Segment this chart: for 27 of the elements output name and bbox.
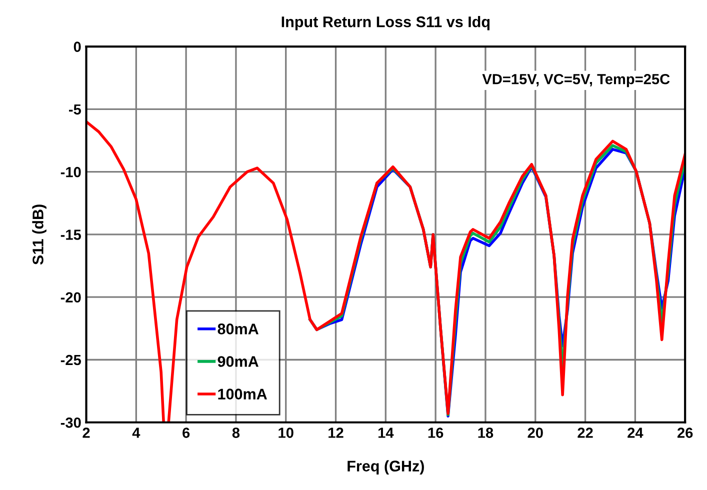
x-tick-label: 20 <box>528 428 543 438</box>
x-tick-label: 4 <box>132 428 140 438</box>
y-tick-label: -25 <box>60 354 81 366</box>
y-tick-label: -10 <box>60 166 81 178</box>
legend-label: 80mA <box>218 324 258 334</box>
y-tick-label: -5 <box>68 104 81 115</box>
chart-title: Input Return Loss S11 vs Idq <box>282 16 490 30</box>
x-axis-title: Freq (GHz) <box>348 460 424 475</box>
y-tick-label: -20 <box>60 292 81 303</box>
y-axis-title: S11 (dB) <box>32 204 46 265</box>
x-tick-label: 16 <box>428 428 444 438</box>
x-tick-label: 2 <box>82 428 90 438</box>
x-tick-label: 14 <box>378 428 394 438</box>
x-tick-label: 26 <box>677 428 693 438</box>
x-tick-label: 24 <box>628 428 644 438</box>
x-tick-label: 10 <box>278 428 294 438</box>
x-tick-label: 6 <box>182 428 190 438</box>
y-tick-label: -15 <box>60 230 81 240</box>
y-tick-label: 0 <box>74 42 81 52</box>
legend-label: 90mA <box>218 356 258 367</box>
annotation: VD=15V, VC=5V, Temp=25C <box>482 74 670 88</box>
y-tick-label: -30 <box>60 417 81 428</box>
legend-label: 100mA <box>218 388 267 400</box>
x-tick-label: 18 <box>478 428 494 438</box>
x-tick-label: 12 <box>328 428 344 438</box>
x-tick-label: 22 <box>578 428 593 438</box>
x-tick-label: 8 <box>232 428 240 438</box>
